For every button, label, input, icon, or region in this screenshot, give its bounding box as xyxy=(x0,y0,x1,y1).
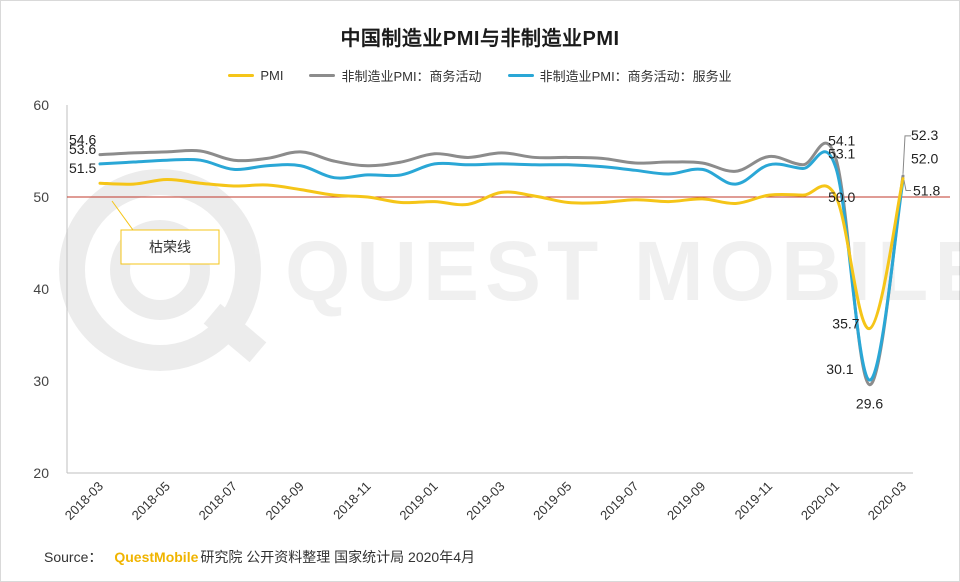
y-tick-label: 50 xyxy=(33,189,49,205)
x-tick-label: 2019-03 xyxy=(463,479,507,523)
source-brand: QuestMobile xyxy=(114,549,199,565)
x-tick-label: 2019-11 xyxy=(732,479,776,523)
series-line-non-manufacturing xyxy=(98,141,905,387)
leader-line-51-8 xyxy=(903,180,911,191)
data-label: 53.1 xyxy=(828,145,855,161)
chart-legend: PMI 非制造业PMI：商务活动 非制造业PMI：商务活动：服务业 xyxy=(0,66,960,85)
y-tick-label: 60 xyxy=(33,97,49,113)
data-label: 54.6 xyxy=(69,132,96,148)
data-label: 52.3 xyxy=(911,127,938,143)
legend-label-services: 非制造业PMI：商务活动：服务业 xyxy=(539,69,732,84)
legend-swatch-services xyxy=(507,74,534,77)
data-label: 51.8 xyxy=(913,182,940,198)
data-label: 50.0 xyxy=(828,189,855,205)
y-tick-label: 40 xyxy=(33,281,49,297)
chart-title: 中国制造业PMI与非制造业PMI xyxy=(340,28,620,50)
leader-line-52-3 xyxy=(902,135,911,174)
series-line-services xyxy=(98,150,905,382)
legend-label-pmi: PMI xyxy=(260,68,284,83)
data-label: 52.0 xyxy=(911,151,938,167)
annotation-box xyxy=(120,229,220,265)
x-tick-label: 2018-07 xyxy=(196,479,240,523)
x-tick-label: 2019-09 xyxy=(664,479,708,523)
x-tick-label: 2018-05 xyxy=(129,479,173,523)
source-note: Source： QuestMobile 研究院 公开资料整理 国家统计局 202… xyxy=(44,547,475,567)
data-label: 35.7 xyxy=(832,316,859,332)
source-label: Source： xyxy=(44,549,103,565)
legend-swatch-non-manufacturing xyxy=(309,74,336,77)
x-tick-label: 2019-05 xyxy=(530,479,574,523)
x-tick-label: 2019-07 xyxy=(597,479,641,523)
x-tick-label: 2019-01 xyxy=(396,479,440,523)
annotation-text: 枯荣线 xyxy=(149,240,191,256)
legend-item-pmi[interactable]: PMI xyxy=(228,66,283,85)
x-tick-label: 2018-09 xyxy=(263,479,307,523)
series-line-pmi xyxy=(98,177,905,331)
x-tick-label: 2018-03 xyxy=(62,479,106,523)
y-tick-label: 20 xyxy=(33,465,49,481)
source-rest: 研究院 公开资料整理 国家统计局 2020年4月 xyxy=(200,549,475,565)
data-label: 53.6 xyxy=(69,141,96,157)
x-tick-label: 2020-03 xyxy=(865,479,909,523)
legend-item-non-manufacturing[interactable]: 非制造业PMI：商务活动 xyxy=(309,66,482,85)
legend-swatch-pmi xyxy=(228,74,255,77)
data-label: 51.5 xyxy=(69,160,96,176)
legend-label-non-manufacturing: 非制造业PMI：商务活动 xyxy=(341,69,482,84)
data-label: 54.1 xyxy=(828,132,855,148)
data-label: 30.1 xyxy=(826,361,853,377)
annotation-pointer xyxy=(111,200,134,231)
data-label: 29.6 xyxy=(856,396,883,412)
y-tick-label: 30 xyxy=(33,373,49,389)
x-tick-label: 2020-01 xyxy=(798,479,842,523)
x-tick-label: 2018-11 xyxy=(330,479,374,523)
legend-item-services[interactable]: 非制造业PMI：商务活动：服务业 xyxy=(507,66,732,85)
